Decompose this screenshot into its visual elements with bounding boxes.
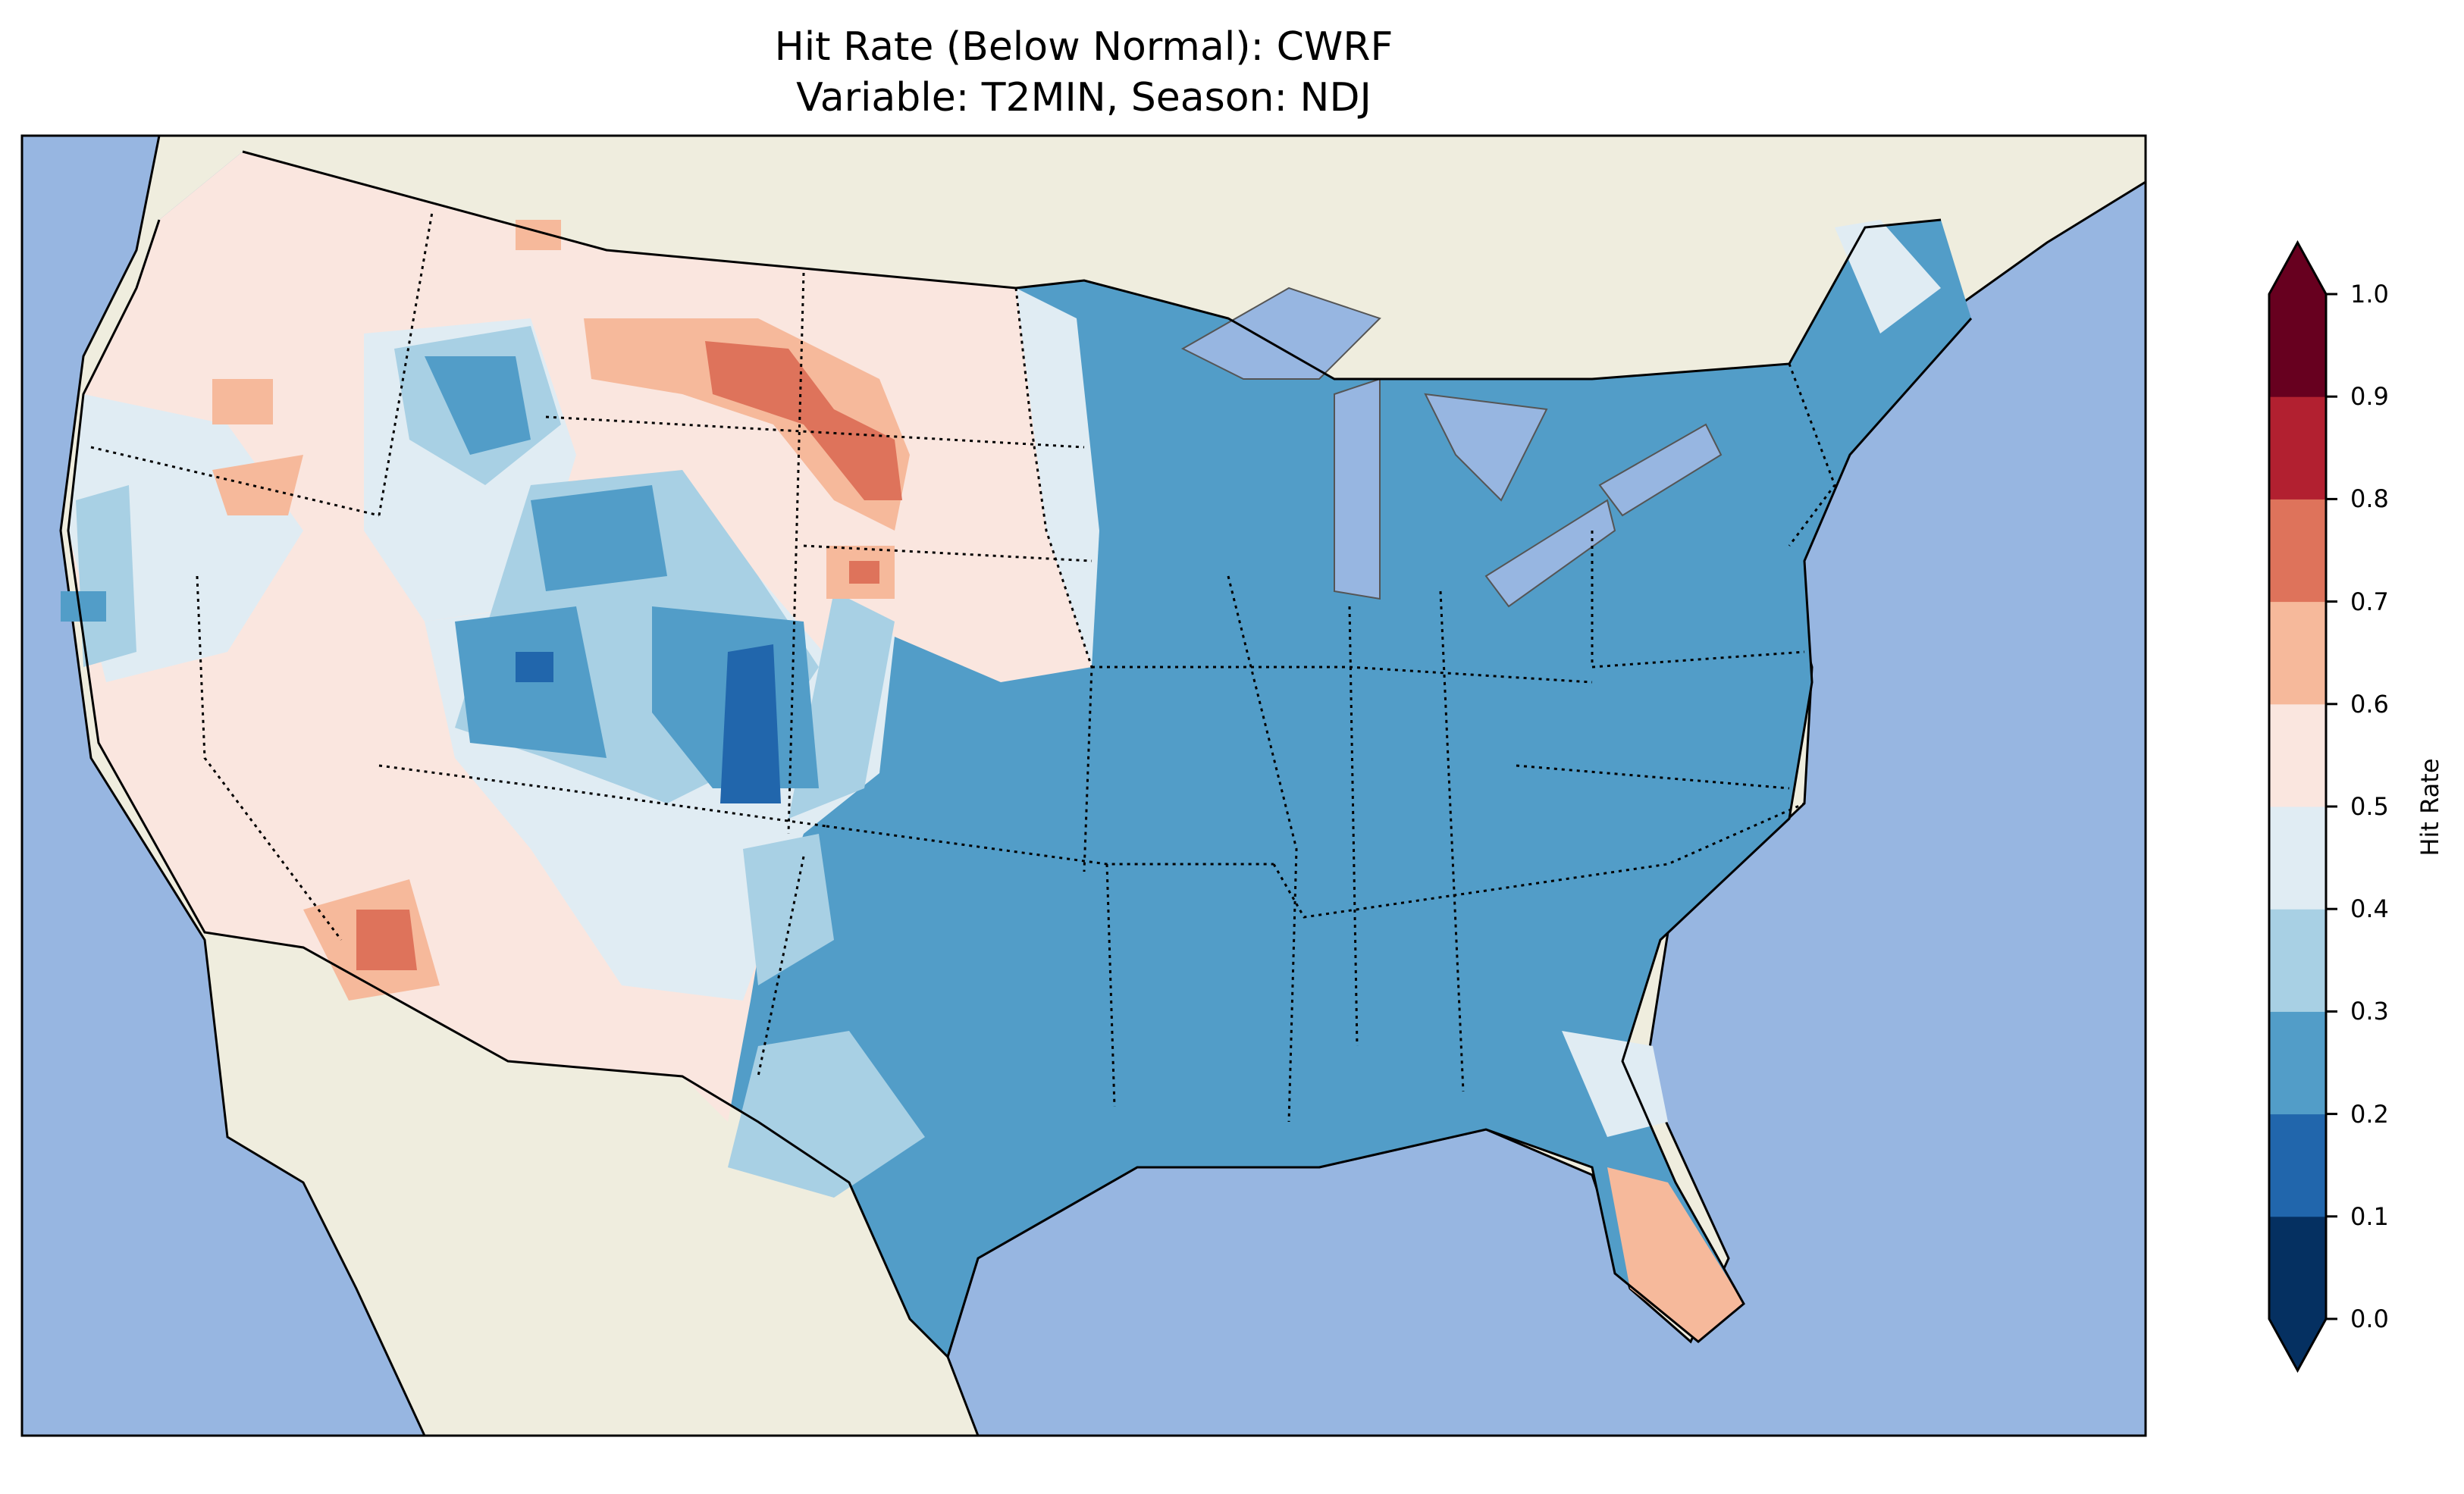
areas-0.1-0.2 [516, 644, 781, 803]
chart-subtitle: Variable: T2MIN, Season: NDJ [796, 75, 1372, 121]
colorbar-segment [2269, 601, 2326, 705]
colorbar-tick-label: 0.1 [2350, 1201, 2389, 1231]
colorbar-segment [2269, 807, 2326, 910]
colorbar-extend-max [2269, 243, 2326, 294]
state-borders [90, 211, 1836, 1123]
map-axes-frame [20, 134, 2147, 1437]
chart-title: Hit Rate (Below Normal): CWRF [774, 24, 1393, 70]
colorbar-label: Hit Rate [2415, 758, 2444, 857]
colorbar-segment [2269, 396, 2326, 500]
colorbar-tick-label: 0.7 [2350, 587, 2389, 616]
colorbar-segment [2269, 294, 2326, 397]
colorbar-segment [2269, 909, 2326, 1012]
colorbar-tick-label: 0.8 [2350, 484, 2389, 514]
colorbar-tick-label: 0.4 [2350, 894, 2389, 924]
colorbar-tick-label: 0.5 [2350, 792, 2389, 821]
coastline [67, 219, 1973, 1359]
areas-0.7-0.8 [356, 341, 902, 970]
colorbar [2268, 240, 2337, 1373]
colorbar-segment [2269, 499, 2326, 603]
us-canada-border [242, 150, 1942, 381]
colorbar-tick-label: 0.0 [2350, 1305, 2389, 1333]
areas-0.6-0.7 [212, 220, 1744, 1342]
colorbar-segment [2269, 1011, 2326, 1115]
colorbar-segment [2269, 703, 2326, 807]
colorbar-tick-label: 0.9 [2350, 382, 2389, 412]
colorbar-segment [2269, 1216, 2326, 1320]
colorbar-tick-label: 0.3 [2350, 997, 2389, 1026]
colorbar-tick-label: 1.0 [2350, 280, 2389, 309]
colorbar-tick-label: 0.2 [2350, 1099, 2389, 1129]
great-lakes [1180, 287, 1723, 608]
colorbar-tick-label: 0.6 [2350, 689, 2389, 719]
colorbar-segment [2269, 1113, 2326, 1217]
colorbar-extend-min [2269, 1319, 2326, 1370]
